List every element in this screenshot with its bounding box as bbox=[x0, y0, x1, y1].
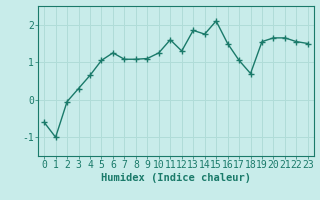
X-axis label: Humidex (Indice chaleur): Humidex (Indice chaleur) bbox=[101, 173, 251, 183]
